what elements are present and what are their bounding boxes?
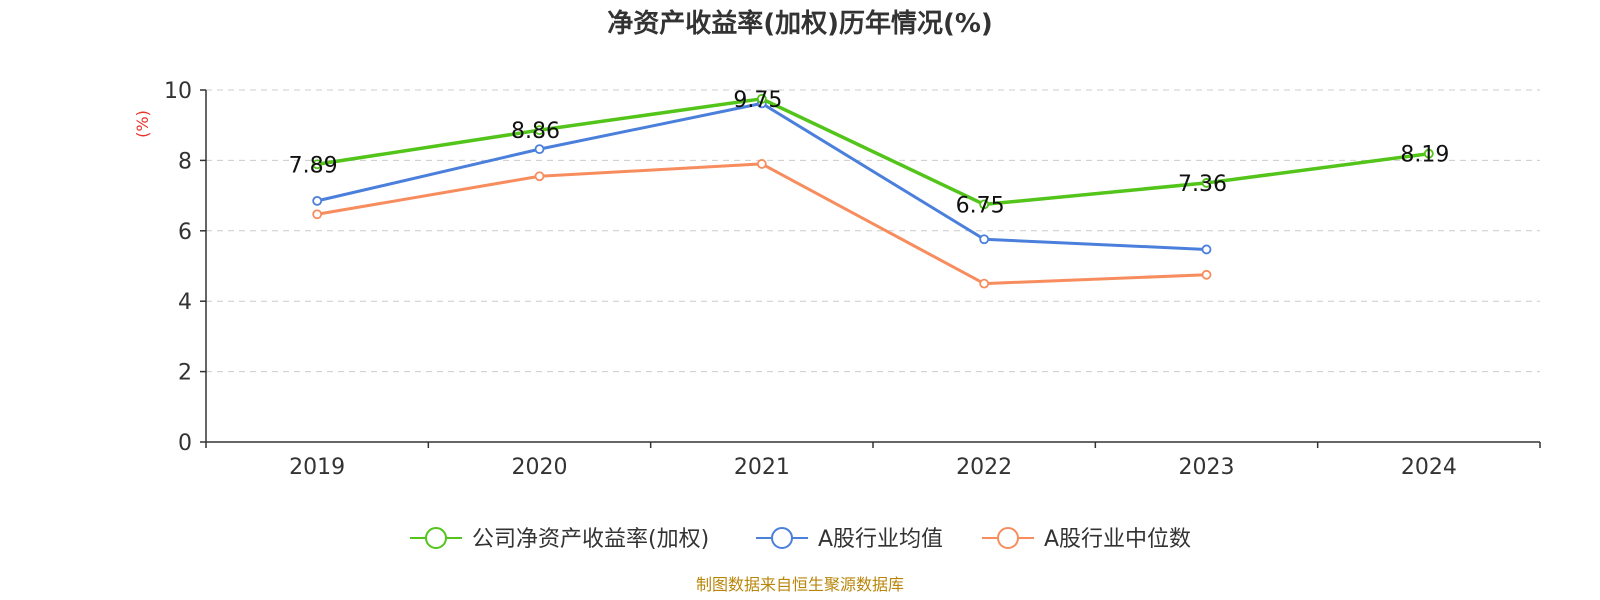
x-tick-label: 2021 — [734, 455, 790, 480]
gridlines — [206, 89, 1540, 373]
data-point[interactable] — [534, 125, 545, 136]
data-label: 7.89 — [289, 153, 338, 178]
data-point[interactable] — [312, 209, 323, 220]
series-line-1 — [316, 97, 1430, 207]
data-point[interactable] — [979, 199, 990, 210]
data-label: 7.36 — [1178, 172, 1227, 197]
x-tick-label: 2024 — [1401, 455, 1457, 480]
legend-label: A股行业均值 — [818, 527, 943, 552]
y-tick-label: 0 — [178, 431, 192, 456]
data-labels: 7.89 8.86 9.75 6.75 7.36 8.19 — [289, 88, 1450, 219]
source-note: 制图数据来自恒生聚源数据库 — [696, 575, 904, 594]
series-lines — [312, 93, 1434, 289]
legend-marker — [997, 527, 1019, 549]
y-tick-label: 10 — [164, 79, 192, 104]
legend[interactable]: 公司净资产收益率(加权) A股行业均值 A股行业中位数 — [410, 527, 1191, 552]
legend-label: 公司净资产收益率(加权) — [472, 527, 709, 552]
legend-marker — [425, 527, 447, 549]
data-point[interactable] — [312, 195, 323, 206]
y-tick-label: 6 — [178, 220, 192, 245]
y-tick-label: 8 — [178, 149, 192, 174]
data-point[interactable] — [1201, 244, 1212, 255]
data-point[interactable] — [534, 171, 545, 182]
data-label: 6.75 — [956, 193, 1005, 218]
legend-item-3[interactable]: A股行业中位数 — [982, 527, 1191, 552]
x-tick-label: 2023 — [1179, 455, 1235, 480]
y-tick-label: 2 — [178, 361, 192, 386]
legend-item-1[interactable]: 公司净资产收益率(加权) — [410, 527, 709, 552]
x-tick-label: 2022 — [956, 455, 1012, 480]
data-point[interactable] — [534, 144, 545, 155]
axes: 0 2 4 6 8 10 2019 2020 2021 2022 2023 2024 — [164, 79, 1541, 480]
x-tick-label: 2019 — [289, 455, 345, 480]
chart-title: 净资产收益率(加权)历年情况(%) — [607, 8, 993, 39]
data-label: 8.19 — [1400, 143, 1449, 168]
data-label: 8.86 — [511, 119, 560, 144]
legend-label: A股行业中位数 — [1044, 527, 1191, 552]
data-point[interactable] — [756, 159, 767, 169]
series-line-3 — [316, 162, 1207, 286]
data-point[interactable] — [756, 93, 767, 104]
x-tick-label: 2020 — [512, 455, 568, 480]
legend-marker — [771, 527, 793, 549]
data-point[interactable] — [312, 159, 323, 170]
data-point[interactable] — [1201, 178, 1212, 188]
legend-item-2[interactable]: A股行业均值 — [756, 527, 943, 552]
y-tick-label: 4 — [178, 290, 192, 315]
series-line-2 — [316, 101, 1207, 251]
data-point[interactable] — [1423, 148, 1434, 159]
data-point[interactable] — [979, 234, 990, 245]
data-point[interactable] — [1201, 269, 1212, 280]
data-point[interactable] — [979, 278, 990, 289]
y-axis-label: (%) — [133, 110, 152, 138]
data-label: 9.75 — [733, 88, 782, 113]
